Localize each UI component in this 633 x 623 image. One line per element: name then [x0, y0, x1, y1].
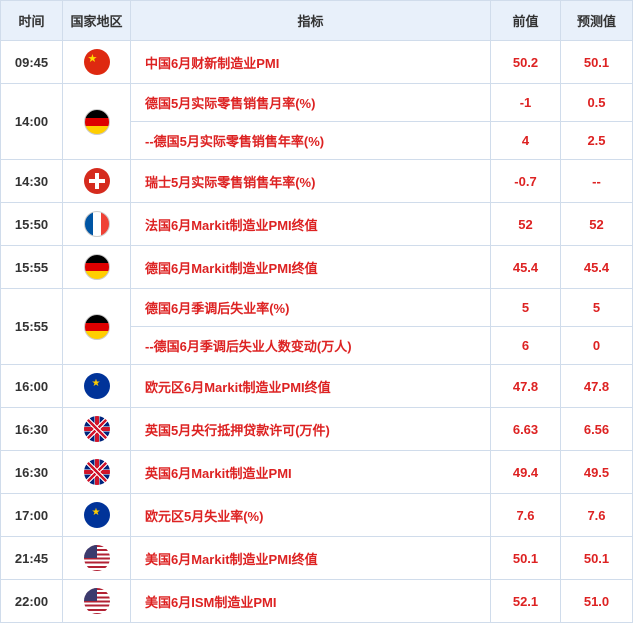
header-region: 国家地区 [63, 1, 131, 41]
cell-indicator: 法国6月Markit制造业PMI终值 [131, 203, 491, 246]
cell-forecast: 47.8 [561, 365, 633, 408]
us-flag-icon [84, 588, 110, 614]
cell-forecast: 52 [561, 203, 633, 246]
table-row: 15:55德国6月Markit制造业PMI终值45.445.4 [1, 246, 633, 289]
cell-indicator: 德国6月Markit制造业PMI终值 [131, 246, 491, 289]
header-indicator: 指标 [131, 1, 491, 41]
table-row: 15:50法国6月Markit制造业PMI终值5252 [1, 203, 633, 246]
cell-region [63, 580, 131, 623]
cell-prev: 5 [491, 289, 561, 327]
cell-prev: 50.1 [491, 537, 561, 580]
cell-prev: 50.2 [491, 41, 561, 84]
gb-flag-icon [84, 416, 110, 442]
cn-flag-icon [84, 49, 110, 75]
cell-time: 14:00 [1, 84, 63, 160]
de-flag-icon [84, 254, 110, 280]
cell-prev: 45.4 [491, 246, 561, 289]
cell-forecast: 0.5 [561, 84, 633, 122]
cell-time: 14:30 [1, 160, 63, 203]
cell-forecast: 49.5 [561, 451, 633, 494]
cell-time: 15:50 [1, 203, 63, 246]
eu-flag-icon [84, 502, 110, 528]
cell-prev: -0.7 [491, 160, 561, 203]
cell-time: 16:30 [1, 408, 63, 451]
cell-time: 17:00 [1, 494, 63, 537]
cell-prev: 4 [491, 122, 561, 160]
header-forecast: 预测值 [561, 1, 633, 41]
table-row: 14:30 瑞士5月实际零售销售年率(%)-0.7-- [1, 160, 633, 203]
cell-region [63, 203, 131, 246]
cell-prev: 7.6 [491, 494, 561, 537]
cell-prev: -1 [491, 84, 561, 122]
cell-forecast: 6.56 [561, 408, 633, 451]
cell-forecast: 5 [561, 289, 633, 327]
cell-region [63, 41, 131, 84]
cell-prev: 49.4 [491, 451, 561, 494]
table-header: 时间 国家地区 指标 前值 预测值 [1, 1, 633, 41]
table-row: 16:30 英国6月Markit制造业PMI49.449.5 [1, 451, 633, 494]
cell-indicator: --德国6月季调后失业人数变动(万人) [131, 327, 491, 365]
cell-time: 16:30 [1, 451, 63, 494]
table-row: 21:45美国6月Markit制造业PMI终值50.150.1 [1, 537, 633, 580]
table-row: 09:45 中国6月财新制造业PMI50.250.1 [1, 41, 633, 84]
de-flag-icon [84, 314, 110, 340]
economic-calendar-table: 时间 国家地区 指标 前值 预测值 09:45中国6月财新制造业PMI50.25… [0, 0, 633, 623]
cell-indicator: 英国6月Markit制造业PMI [131, 451, 491, 494]
fr-flag-icon [84, 211, 110, 237]
cell-indicator: 欧元区5月失业率(%) [131, 494, 491, 537]
cell-time: 15:55 [1, 246, 63, 289]
table-row: 14:00德国5月实际零售销售月率(%)-10.5 [1, 84, 633, 122]
cell-prev: 6 [491, 327, 561, 365]
cell-time: 09:45 [1, 41, 63, 84]
cell-forecast: 45.4 [561, 246, 633, 289]
table-row: 15:55德国6月季调后失业率(%)55 [1, 289, 633, 327]
de-flag-icon [84, 109, 110, 135]
table-row: 22:00 美国6月ISM制造业PMI52.151.0 [1, 580, 633, 623]
cell-indicator: 欧元区6月Markit制造业PMI终值 [131, 365, 491, 408]
cell-forecast: -- [561, 160, 633, 203]
cell-region [63, 365, 131, 408]
cell-forecast: 2.5 [561, 122, 633, 160]
cell-region [63, 537, 131, 580]
cell-forecast: 50.1 [561, 537, 633, 580]
us-flag-icon [84, 545, 110, 571]
cell-time: 21:45 [1, 537, 63, 580]
cell-prev: 52 [491, 203, 561, 246]
table-row: 16:00欧元区6月Markit制造业PMI终值47.847.8 [1, 365, 633, 408]
cell-time: 22:00 [1, 580, 63, 623]
cell-indicator: 瑞士5月实际零售销售年率(%) [131, 160, 491, 203]
ch-flag-icon [84, 168, 110, 194]
header-time: 时间 [1, 1, 63, 41]
table-row: 17:00欧元区5月失业率(%)7.67.6 [1, 494, 633, 537]
cell-time: 15:55 [1, 289, 63, 365]
cell-indicator: 美国6月Markit制造业PMI终值 [131, 537, 491, 580]
cell-region [63, 84, 131, 160]
cell-indicator: --德国5月实际零售销售年率(%) [131, 122, 491, 160]
cell-region [63, 451, 131, 494]
cell-region [63, 289, 131, 365]
cell-indicator: 中国6月财新制造业PMI [131, 41, 491, 84]
cell-region [63, 408, 131, 451]
table-body: 09:45中国6月财新制造业PMI50.250.114:00德国5月实际零售销售… [1, 41, 633, 623]
cell-prev: 6.63 [491, 408, 561, 451]
eu-flag-icon [84, 373, 110, 399]
cell-region [63, 246, 131, 289]
cell-forecast: 0 [561, 327, 633, 365]
cell-prev: 52.1 [491, 580, 561, 623]
cell-forecast: 50.1 [561, 41, 633, 84]
cell-indicator: 德国5月实际零售销售月率(%) [131, 84, 491, 122]
cell-indicator: 美国6月ISM制造业PMI [131, 580, 491, 623]
table-row: 16:30 英国5月央行抵押贷款许可(万件)6.636.56 [1, 408, 633, 451]
cell-forecast: 7.6 [561, 494, 633, 537]
gb-flag-icon [84, 459, 110, 485]
cell-region [63, 160, 131, 203]
cell-region [63, 494, 131, 537]
cell-indicator: 英国5月央行抵押贷款许可(万件) [131, 408, 491, 451]
header-prev: 前值 [491, 1, 561, 41]
cell-indicator: 德国6月季调后失业率(%) [131, 289, 491, 327]
cell-prev: 47.8 [491, 365, 561, 408]
cell-forecast: 51.0 [561, 580, 633, 623]
cell-time: 16:00 [1, 365, 63, 408]
